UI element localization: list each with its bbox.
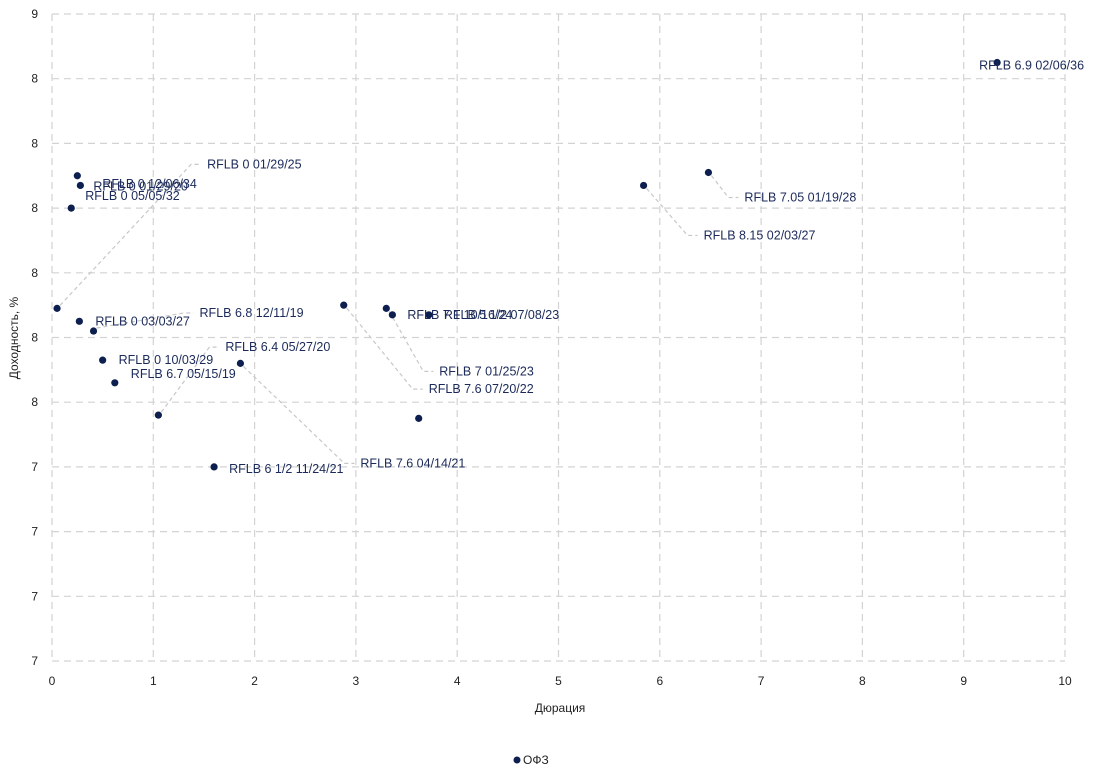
data-point (236, 359, 245, 367)
data-point (53, 304, 61, 312)
y-tick-label: 8 (31, 331, 38, 345)
y-tick-label: 7 (31, 525, 38, 539)
x-tick-label: 4 (454, 674, 461, 688)
leader-line (96, 312, 194, 329)
x-tick-label: 3 (353, 674, 360, 688)
y-tick-label: 8 (31, 266, 38, 280)
leader-line (388, 311, 434, 372)
point-label: RFLB 6.7 05/15/19 (131, 367, 236, 381)
point-label: RFLB 7.6 07/20/22 (429, 382, 534, 396)
point-label: RFLB 7 01/25/23 (439, 364, 534, 378)
data-point (993, 58, 1001, 67)
y-tick-label: 7 (31, 654, 38, 668)
y-tick-label: 8 (31, 136, 38, 150)
data-point (340, 301, 348, 309)
point-label: RFLB 0 01/29/25 (207, 157, 302, 171)
point-label: RFLB 5 1/2 07/08/23 (444, 308, 559, 322)
legend-label: ОФЗ (523, 753, 549, 767)
data-point (210, 463, 218, 471)
data-point (415, 414, 423, 422)
y-tick-label: 7 (31, 589, 38, 603)
point-label: RFLB 0 01/29/20 (93, 179, 188, 193)
x-tick-label: 1 (150, 674, 157, 688)
leader-lines (59, 163, 739, 464)
gridlines (51, 13, 1066, 662)
leader-line (59, 163, 202, 306)
data-point (154, 411, 162, 419)
point-label: RFLB 6.9 02/06/36 (979, 59, 1084, 73)
y-tick-label: 9 (31, 7, 38, 21)
x-tick-label: 8 (859, 674, 866, 688)
data-point (425, 311, 433, 319)
x-tick-label: 5 (555, 674, 562, 688)
y-axis-ticks: 7 7 7 7 8 8 8 8 8 8 9 (31, 7, 38, 668)
point-label: RFLB 0 10/03/29 (119, 353, 214, 367)
y-tick-label: 8 (31, 395, 38, 409)
x-tick-label: 7 (758, 674, 765, 688)
data-point (89, 327, 98, 335)
leader-line (160, 346, 220, 413)
data-point (75, 317, 83, 325)
x-tick-label: 6 (656, 674, 663, 688)
point-label: RFLB 7.1 10/16/24 (407, 308, 512, 322)
point-label: RFLB 0 05/05/32 (85, 189, 180, 203)
data-point (639, 181, 648, 190)
y-axis-title: Доходность, % (7, 296, 21, 379)
point-label: RFLB 7.05 01/19/28 (744, 191, 856, 205)
legend-marker (513, 756, 521, 764)
data-point (67, 204, 75, 212)
point-label: RFLB 0 12/06/34 (102, 177, 197, 191)
y-tick-label: 8 (31, 72, 38, 86)
point-label: RFLB 7.6 04/14/21 (360, 456, 465, 470)
data-point (704, 168, 713, 177)
point-label: RFLB 6.8 12/11/19 (200, 306, 304, 320)
data-point (111, 379, 119, 387)
point-label: RFLB 0 03/03/27 (95, 314, 190, 328)
x-tick-label: 9 (960, 674, 967, 688)
y-tick-label: 7 (31, 460, 38, 474)
x-tick-label: 10 (1058, 674, 1072, 688)
data-points (53, 58, 1001, 471)
legend: ОФЗ (513, 753, 549, 767)
x-tick-label: 0 (49, 674, 56, 688)
point-label: RFLB 8.15 02/03/27 (704, 228, 816, 242)
x-tick-label: 2 (251, 674, 258, 688)
x-axis-title: Дюрация (535, 701, 586, 715)
leader-line (646, 188, 698, 237)
x-axis-ticks: 0 1 2 3 4 5 6 7 8 9 10 (49, 674, 1072, 688)
data-point (76, 181, 84, 190)
data-point (99, 356, 107, 364)
data-point (73, 172, 81, 180)
data-point (388, 311, 396, 319)
leader-line (710, 175, 739, 199)
y-tick-label: 8 (31, 201, 38, 215)
data-point (382, 304, 390, 312)
point-label: RFLB 6 1/2 11/24/21 (229, 462, 343, 476)
point-label: RFLB 6.4 05/27/20 (225, 340, 330, 354)
leader-line (243, 365, 355, 464)
